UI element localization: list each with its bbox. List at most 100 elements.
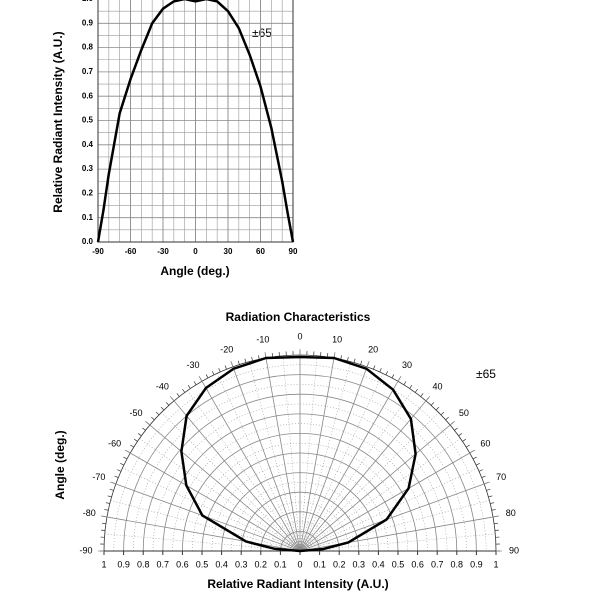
minor-tick: [488, 495, 493, 498]
theta-tick-label: 10: [332, 335, 342, 345]
minor-tick: [218, 368, 221, 373]
r-tick-label: 0.1: [274, 559, 287, 569]
minor-tick: [114, 475, 119, 478]
y-axis-label: Relative Radiant Intensity (A.U.): [51, 31, 65, 212]
y-tick-label: 0.5: [82, 116, 94, 125]
minor-tick: [435, 406, 440, 411]
minor-tick: [176, 393, 180, 397]
minor-tick: [205, 374, 209, 379]
x-tick-label: -60: [125, 247, 137, 256]
x-tick-label: 60: [256, 247, 265, 256]
minor-tick: [347, 356, 349, 361]
theta-tick-label: 90: [509, 545, 519, 555]
theta-tick-label: 30: [402, 360, 412, 370]
minor-tick: [445, 416, 449, 421]
grid-line: [299, 351, 336, 552]
theta-tick-label: -90: [79, 545, 92, 555]
r-tick-label: 0.7: [157, 559, 170, 569]
theta-tick-label: 40: [433, 381, 443, 391]
theta-tick-label: -20: [220, 344, 233, 354]
minor-tick: [340, 355, 342, 360]
minor-tick: [160, 406, 165, 411]
minor-grid-line: [250, 501, 350, 552]
y-tick-label: 0.1: [82, 213, 94, 222]
x-axis-label: Relative Radiant Intensity (A.U.): [207, 577, 388, 591]
r-tick-label: 0: [297, 559, 302, 569]
minor-tick: [105, 502, 110, 504]
minor-tick: [123, 456, 128, 460]
r-tick-label: 0.8: [137, 559, 150, 569]
grid-line: [169, 396, 301, 552]
y-tick-label: 0.3: [82, 164, 94, 173]
r-tick-label: 0.8: [451, 559, 464, 569]
chart-title: Radiation Characteristics: [226, 310, 371, 324]
minor-tick: [101, 522, 106, 525]
minor-tick: [478, 469, 483, 472]
theta-tick-label: -50: [130, 408, 143, 418]
r-tick-label: 0.4: [215, 559, 228, 569]
theta-tick-label: 80: [506, 508, 516, 518]
theta-tick-label: 20: [368, 344, 378, 354]
data-line: [96, 0, 295, 243]
r-tick-label: 0.6: [411, 559, 424, 569]
x-tick-label: 90: [289, 247, 298, 256]
x-tick-label: 30: [224, 247, 233, 256]
r-tick-label: 0.5: [392, 559, 405, 569]
r-tick-label: 0.1: [313, 559, 326, 569]
minor-tick: [494, 522, 499, 525]
minor-grid-line: [172, 423, 428, 552]
minor-tick: [481, 475, 486, 478]
annotation: ±65: [476, 367, 496, 381]
minor-tick: [462, 438, 467, 442]
minor-tick: [193, 381, 197, 385]
minor-tick: [251, 356, 253, 361]
y-tick-label: 0.6: [82, 91, 94, 100]
minor-tick: [244, 358, 247, 363]
theta-tick-label: -60: [108, 438, 121, 448]
minor-tick: [120, 463, 124, 466]
minor-tick: [373, 365, 376, 370]
minor-tick: [466, 444, 470, 448]
minor-tick: [326, 352, 329, 357]
minor-tick: [472, 456, 477, 460]
minor-tick: [430, 402, 435, 406]
minor-tick: [454, 427, 458, 431]
minor-tick: [271, 352, 274, 357]
minor-tick: [440, 411, 445, 416]
r-tick-label: 0.9: [117, 559, 130, 569]
minor-tick: [109, 488, 114, 491]
minor-tick: [182, 388, 186, 393]
grid-line: [230, 361, 301, 552]
minor-grid-line: [231, 482, 369, 552]
y-axis-label: Angle (deg.): [53, 430, 67, 499]
x-tick-label: 0: [193, 247, 198, 256]
r-tick-label: 0.5: [196, 559, 209, 569]
theta-tick-label: -70: [92, 472, 105, 482]
r-tick-label: 0.4: [372, 559, 385, 569]
minor-tick: [155, 411, 160, 416]
minor-tick: [130, 444, 134, 448]
r-tick-label: 1: [101, 559, 106, 569]
y-tick-label: 0.7: [82, 67, 94, 76]
minor-tick: [165, 402, 170, 406]
minor-tick: [133, 438, 138, 442]
grid-line: [198, 375, 301, 552]
minor-tick: [187, 384, 191, 389]
minor-tick: [360, 360, 363, 365]
x-axis-label: Angle (deg.): [160, 264, 229, 278]
grid-line: [264, 351, 301, 552]
minor-tick: [409, 384, 413, 389]
y-tick-label: 0.4: [82, 140, 94, 149]
minor-tick: [379, 368, 382, 373]
grid-line: [299, 449, 476, 552]
minor-tick: [142, 427, 146, 431]
minor-tick: [104, 509, 109, 511]
theta-tick-label: 0: [297, 331, 302, 341]
r-tick-label: 0.7: [431, 559, 444, 569]
r-tick-label: 0.2: [333, 559, 346, 569]
grid-line: [299, 361, 370, 552]
minor-tick: [137, 433, 142, 437]
theta-tick-label: -80: [83, 508, 96, 518]
r-tick-label: 0.9: [470, 559, 483, 569]
minor-tick: [107, 495, 112, 498]
